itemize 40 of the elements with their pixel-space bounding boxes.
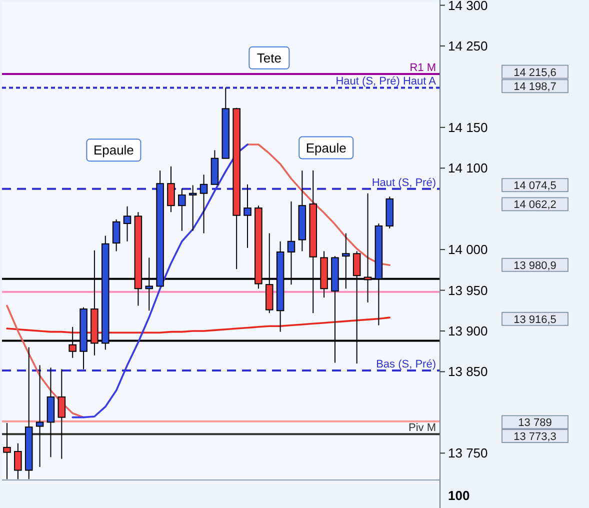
y-tick-label: 13 850 xyxy=(448,364,488,380)
y-tick-label: 14 150 xyxy=(448,120,488,135)
annotation: Tete xyxy=(256,50,282,66)
text: 13 980,9 xyxy=(514,260,556,272)
candlestick xyxy=(188,184,197,232)
candlestick xyxy=(167,166,175,213)
text: 14 215,6 xyxy=(514,66,556,79)
ref-line-label: Haut (S, Pré) Haut A xyxy=(336,76,437,88)
text: 13 789 xyxy=(518,417,552,430)
y-tick-label: 14 300 xyxy=(448,0,488,13)
text: 13 773,3 xyxy=(514,431,556,444)
y-tick-label: 14 000 xyxy=(448,242,488,258)
y-tick-label: 13 900 xyxy=(448,323,488,338)
candlestick xyxy=(14,442,22,480)
line-series xyxy=(6,316,391,334)
candlestick xyxy=(123,206,132,242)
line-series xyxy=(72,144,248,418)
text: 13 916,5 xyxy=(514,314,556,326)
text: 100 xyxy=(448,488,470,503)
text: 14 198,7 xyxy=(514,81,556,94)
y-tick-label: 13 950 xyxy=(448,282,488,298)
candlestick xyxy=(3,422,11,480)
candlestick xyxy=(58,368,66,460)
ref-line-label: R1 M xyxy=(410,62,436,74)
candlestick xyxy=(244,184,252,248)
candlestick xyxy=(112,218,120,252)
y-tick-label: 14 250 xyxy=(448,38,488,54)
ref-line-label: Bas (S, Pré) xyxy=(376,358,436,370)
line-series xyxy=(6,304,84,418)
text: 14 074,5 xyxy=(514,180,556,192)
candlestick xyxy=(178,188,186,232)
annotation: Epaule xyxy=(306,140,346,156)
candlestick xyxy=(36,364,44,468)
ref-line-label: Haut (S, Pré) xyxy=(372,176,436,189)
candlestick xyxy=(200,174,208,234)
ref-line-label: Piv M xyxy=(408,422,436,434)
y-tick-label: 13 750 xyxy=(448,446,488,461)
annotation: Epaule xyxy=(93,142,134,158)
y-tick-label: 14 100 xyxy=(448,160,488,176)
text: 14 062,2 xyxy=(514,199,556,212)
